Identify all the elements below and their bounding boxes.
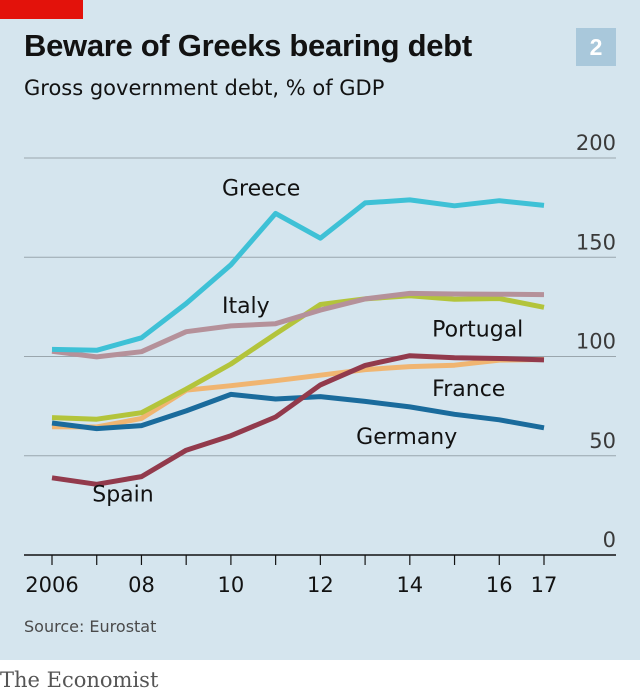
brand-wordmark: The Economist bbox=[0, 668, 159, 692]
x-tick-label-2012: 12 bbox=[307, 573, 334, 597]
y-tick-label-200: 200 bbox=[576, 131, 616, 155]
chart-subtitle: Gross government debt, % of GDP bbox=[24, 76, 385, 100]
brand-red-tag bbox=[0, 0, 83, 19]
chart-number-badge: 2 bbox=[576, 28, 616, 66]
series-line-greece bbox=[51, 197, 545, 353]
series-label-portugal: Portugal bbox=[432, 318, 523, 343]
y-tick-label-0: 0 bbox=[603, 528, 616, 552]
y-tick-label-100: 100 bbox=[576, 330, 616, 354]
x-tick-label-2014: 14 bbox=[396, 573, 423, 597]
x-tick-label-2010: 10 bbox=[218, 573, 245, 597]
series-label-germany: Germany bbox=[356, 425, 457, 450]
x-tick-label-2016: 16 bbox=[486, 573, 513, 597]
series-label-france: France bbox=[432, 377, 505, 402]
x-tick-label-2008: 08 bbox=[128, 573, 155, 597]
chart-card bbox=[0, 0, 640, 660]
series-label-italy: Italy bbox=[222, 294, 270, 319]
series-label-spain: Spain bbox=[92, 482, 153, 507]
x-tick-label-2006: 2006 bbox=[25, 573, 78, 597]
series-line-france bbox=[51, 357, 545, 430]
series-label-greece: Greece bbox=[222, 177, 300, 202]
x-tick-label-2017: 17 bbox=[531, 573, 558, 597]
line-chart: 0 50 100 150 200 2006 08 10 12 14 16 17 Greece Italy P… bbox=[24, 131, 616, 597]
source-note: Source: Eurostat bbox=[24, 617, 157, 636]
y-tick-label-150: 150 bbox=[576, 230, 616, 254]
y-tick-label-50: 50 bbox=[589, 429, 616, 453]
series-line-germany bbox=[51, 391, 545, 432]
series-line-italy bbox=[51, 290, 545, 360]
chart-title: Beware of Greeks bearing debt bbox=[24, 28, 472, 63]
series-line-spain bbox=[51, 353, 545, 487]
